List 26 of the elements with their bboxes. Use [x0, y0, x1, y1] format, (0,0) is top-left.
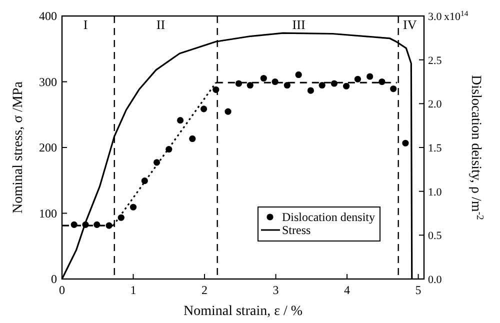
y2-tick-label: 3.0 — [428, 11, 442, 23]
x-tick-label: 2 — [202, 283, 208, 297]
annotation: I — [83, 17, 88, 32]
y2-tick-label: 2.0 — [428, 98, 442, 111]
y2-tick-label: 0.5 — [428, 230, 442, 242]
y-tick-label: 300 — [39, 74, 57, 89]
y-tick-label: 0 — [51, 272, 57, 286]
annotation: IV — [403, 17, 418, 32]
annotation: II — [156, 17, 166, 32]
y2-tick-label: 1.5 — [428, 142, 442, 154]
legend-label: Dislocation density — [282, 210, 375, 224]
y-tick-label: 100 — [39, 206, 57, 220]
y2-tick-label: 2.5 — [428, 54, 442, 67]
x-axis-title: Nominal strain, ε / % — [183, 304, 303, 319]
y2-tick-label: 1.0 — [428, 186, 442, 198]
y-tick-label: 200 — [39, 140, 57, 154]
x-tick-label: 5 — [415, 283, 422, 297]
annotation: III — [292, 17, 306, 32]
y-axis-title: Nominal stress, σ /MPa — [11, 80, 26, 214]
text: x10$^{14}$ — [444, 8, 468, 23]
y-tick-label: 400 — [39, 9, 57, 23]
x-tick-label: 1 — [130, 283, 136, 297]
x-tick-label: 3 — [272, 283, 279, 297]
legend-label: Stress — [282, 223, 311, 237]
y2-tick-label: 0.0 — [428, 274, 442, 286]
x-tick-label: 4 — [344, 283, 350, 297]
